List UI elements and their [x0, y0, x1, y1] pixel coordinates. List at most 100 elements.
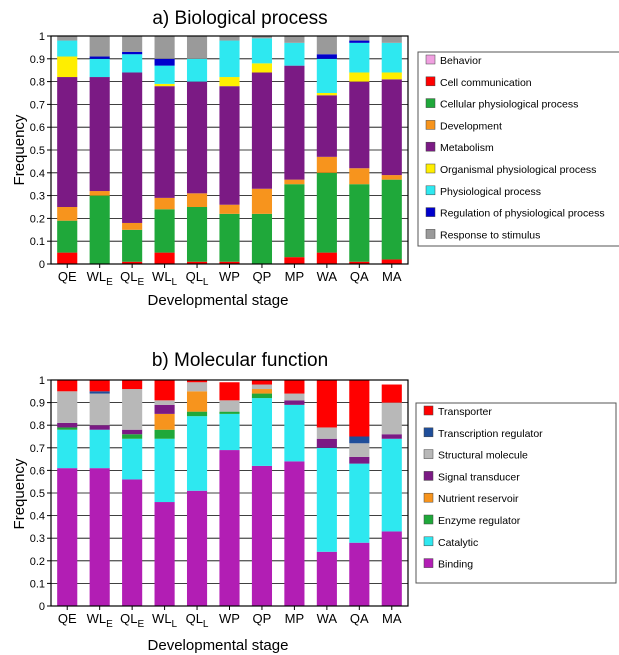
bar-segment [251, 384, 273, 390]
bar-segment [284, 257, 305, 264]
legend-label: Regulation of physiological process [440, 208, 605, 220]
legend-label: Cell communication [440, 77, 532, 89]
legend: Transporter Transcription regulator Struct… [415, 402, 617, 584]
bar-segment [89, 393, 110, 426]
bar-segment [316, 380, 337, 428]
x-tick-label: QLE [120, 611, 144, 630]
chart-biological-process: a) Biological process Developmental stag… [11, 8, 619, 309]
chart-title: b) Molecular function [152, 350, 328, 371]
bar-segment [316, 54, 337, 59]
bar-segment [251, 38, 273, 64]
y-tick-label: 0.5 [30, 488, 45, 500]
y-tick-label: 0.2 [30, 556, 45, 568]
bar-segment [186, 36, 208, 59]
bar-segment [57, 77, 78, 207]
bar-segment [284, 404, 305, 462]
bar-segment [154, 65, 175, 84]
x-tick-label: QP [253, 611, 272, 626]
y-tick-label: 0.8 [30, 77, 45, 89]
legend-label: Binding [438, 559, 473, 571]
bar-segment [186, 382, 208, 392]
legend-swatch [425, 98, 436, 108]
bar-segment [186, 58, 208, 82]
bar-segment [219, 400, 240, 412]
chart-title: a) Biological process [152, 8, 327, 29]
x-tick-label: WLE [87, 611, 114, 630]
bar-segment [349, 168, 370, 185]
y-tick-label: 0.9 [30, 398, 45, 410]
plot-area: 0 0.1 0.2 0.3 0.4 0.5 0.6 0.7 0.8 0.9 1 QE WLE QLE WLL… [30, 31, 409, 288]
legend-box [417, 51, 619, 247]
bar-segment [89, 380, 110, 392]
bar-segment [349, 81, 370, 169]
bar-segment [122, 479, 143, 606]
bar-segment [186, 391, 208, 412]
bar-segment [122, 51, 143, 55]
bar-segment [122, 438, 143, 480]
plot-frame [50, 35, 409, 265]
bar-segment [154, 429, 175, 439]
legend-label: Development [440, 120, 502, 132]
x-axis-label: Developmental stage [148, 637, 289, 654]
chart-molecular-function: b) Molecular function Developmental stag… [11, 350, 617, 654]
bar-segment [154, 83, 175, 87]
x-tick-label: QE [58, 611, 77, 626]
bar-segment [381, 384, 402, 403]
legend-swatch [425, 185, 436, 196]
bar-segment [154, 197, 175, 210]
x-tick-label: WLL [152, 611, 178, 630]
bar-segment [122, 261, 143, 264]
x-tick-label: QA [350, 611, 369, 626]
bar-segment [251, 72, 273, 189]
x-tick-label: WP [219, 611, 240, 626]
bar-segment [219, 40, 240, 78]
bar-segment [89, 425, 110, 430]
bar-segment [349, 542, 370, 606]
bar-segment [316, 252, 337, 264]
legend-swatch [423, 449, 434, 459]
bar-segment [381, 402, 402, 435]
bar-segment [219, 204, 240, 214]
x-tick-label: QP [253, 269, 272, 284]
bar-segment [57, 468, 78, 606]
y-tick-label: 0.7 [30, 443, 45, 455]
y-tick-label: 0.1 [30, 236, 45, 248]
bar-segment [381, 259, 402, 264]
legend-swatch [423, 471, 434, 481]
x-tick-label: WP [219, 269, 240, 284]
legend-swatch [425, 54, 436, 65]
bar-segment [349, 463, 370, 543]
bar-segment [57, 422, 78, 428]
bar-segment [89, 195, 110, 264]
bar-segment [251, 188, 273, 214]
bar-segment [57, 427, 78, 430]
bar-segment [89, 77, 110, 192]
bar-segment [89, 391, 110, 394]
bar-segment [251, 213, 273, 264]
bar-segment [349, 456, 370, 464]
bar-segment [381, 79, 402, 176]
bar-segment [154, 58, 175, 66]
y-tick-label: 0.1 [30, 578, 45, 590]
legend-label: Cellular physiological process [440, 99, 578, 111]
bar-segment [251, 36, 273, 39]
bar-segment [316, 93, 337, 96]
bar-segment [381, 179, 402, 260]
legend-swatch [425, 120, 436, 130]
bar-segment [89, 191, 110, 196]
legend-swatch [423, 492, 434, 503]
bar-segment [186, 411, 208, 417]
bar-segment [122, 429, 143, 435]
legend-label: Transporter [438, 406, 492, 418]
bar-segment [284, 400, 305, 405]
legend-box [415, 402, 617, 584]
bar-segment [381, 434, 402, 439]
bar-segment [381, 175, 402, 180]
y-tick-label: 0 [39, 259, 45, 271]
legend-label: Signal transducer [438, 471, 520, 483]
x-tick-label: WLL [152, 269, 178, 288]
x-tick-label: QE [58, 269, 77, 284]
bar-segment [122, 389, 143, 430]
bar-segment [186, 207, 208, 262]
